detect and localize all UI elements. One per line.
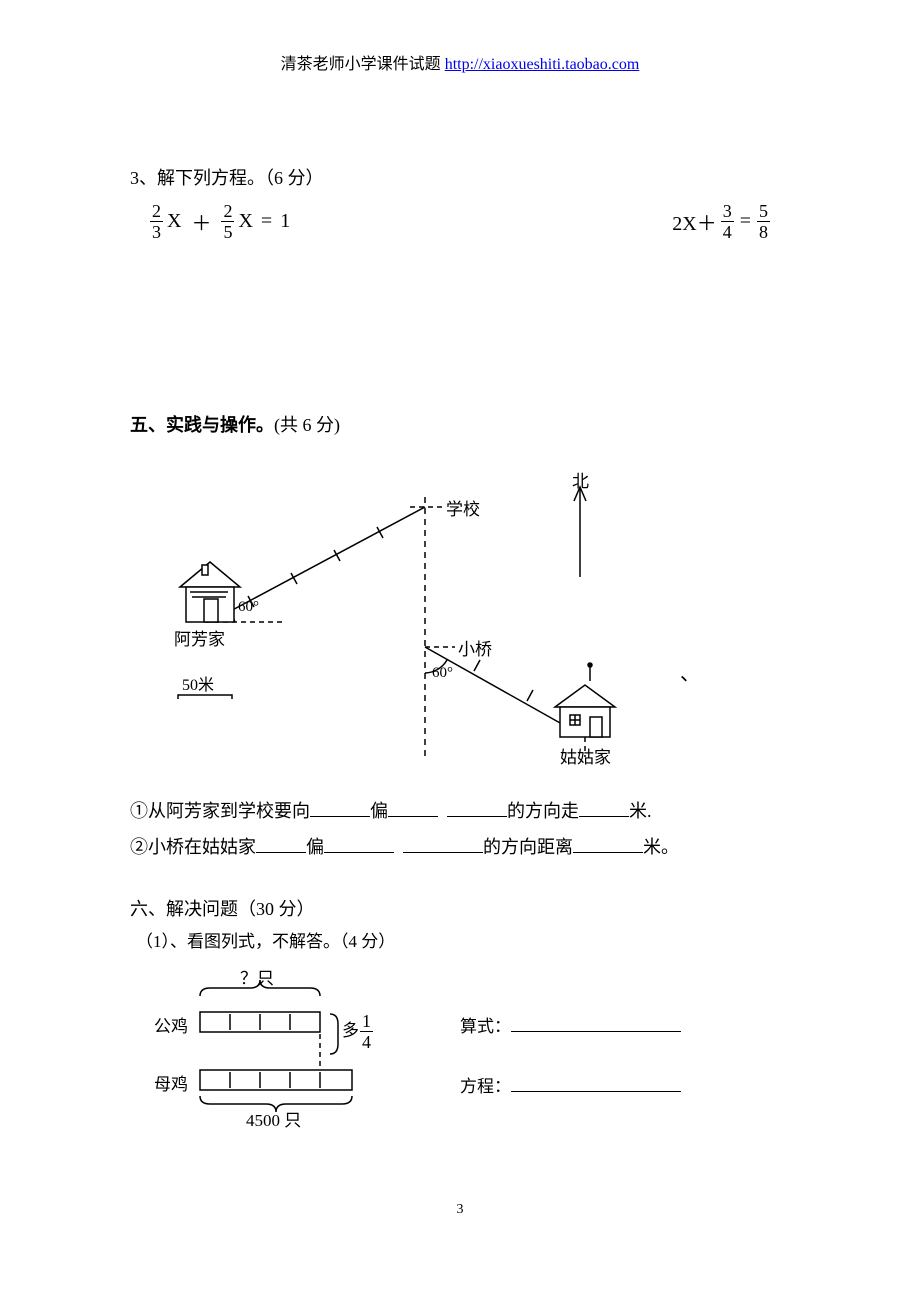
label-expr: 算式： xyxy=(460,1017,511,1036)
label-more: 多 xyxy=(342,1016,359,1041)
diagram-svg xyxy=(150,467,710,787)
label-scale: 50米 xyxy=(182,671,214,695)
blank-eqn[interactable] xyxy=(511,1073,681,1092)
row-expr: 算式： xyxy=(460,1012,681,1037)
label-eqn: 方程： xyxy=(460,1077,511,1096)
section5-title-rest: (共 6 分) xyxy=(274,415,340,435)
fl2-p5: 米。 xyxy=(643,837,679,857)
fl1-p5: 米. xyxy=(629,801,652,821)
fl1-b2[interactable] xyxy=(388,797,438,817)
equation-2: 2X＋ 3 4 = 5 8 xyxy=(672,202,770,241)
plus-sign: ＋ xyxy=(191,207,211,236)
label-angle2: 60° xyxy=(432,665,453,682)
equals-1: = xyxy=(261,210,272,233)
fraction-5-8: 5 8 xyxy=(757,202,770,241)
equals-2: = xyxy=(740,210,751,233)
fl2-b4[interactable] xyxy=(573,833,643,853)
label-school: 学校 xyxy=(446,495,480,520)
label-hen-count: 4500 只 xyxy=(246,1106,301,1131)
fl1-b3[interactable] xyxy=(447,797,507,817)
fl2-b1[interactable] xyxy=(256,833,306,853)
label-bridge: 小桥 xyxy=(458,635,492,660)
equations-row: 2 3 X ＋ 2 5 X = 1 2X＋ 3 4 = 5 8 xyxy=(130,202,790,241)
label-angle1: 60° xyxy=(238,599,259,616)
header-link[interactable]: http://xiaoxueshiti.taobao.com xyxy=(445,56,640,73)
fl1-b4[interactable] xyxy=(579,797,629,817)
var-x-1: X xyxy=(167,210,181,233)
label-comma: 、 xyxy=(680,657,700,686)
fl1-b1[interactable] xyxy=(310,797,370,817)
house-gugu-icon xyxy=(555,663,615,737)
fraction-3-4: 3 4 xyxy=(721,202,734,241)
fl2-p2: 偏 xyxy=(306,837,324,857)
blank-expr[interactable] xyxy=(511,1013,681,1032)
label-qmark: ？只 xyxy=(240,964,274,989)
section6-title: 六、解决问题（30 分） xyxy=(130,895,790,921)
fl1-p4: 的方向走 xyxy=(507,801,579,821)
fraction-2-3: 2 3 xyxy=(150,202,163,241)
label-rooster: 公鸡 xyxy=(154,1012,188,1037)
q3-title: 3、解下列方程。（6 分） xyxy=(130,164,790,190)
fl2-b3[interactable] xyxy=(403,833,483,853)
label-north: 北 xyxy=(572,467,589,492)
fl1-p1: ①从阿芳家到学校要向 xyxy=(130,801,310,821)
label-frac: 1 4 xyxy=(360,1012,373,1051)
page-header: 清茶老师小学课件试题 http://xiaoxueshiti.taobao.co… xyxy=(130,50,790,74)
fill-line-1: ①从阿芳家到学校要向 偏 的方向走 米. xyxy=(130,793,790,829)
equation-1: 2 3 X ＋ 2 5 X = 1 xyxy=(150,202,290,241)
fl2-p4: 的方向距离 xyxy=(483,837,573,857)
house-afang-icon xyxy=(180,562,240,622)
fl2-p1: ②小桥在姑姑家 xyxy=(130,837,256,857)
page-number: 3 xyxy=(130,1202,790,1218)
header-prefix: 清茶老师小学课件试题 xyxy=(281,56,445,73)
section5-title: 五、实践与操作。(共 6 分) xyxy=(130,411,790,437)
rhs-1: 1 xyxy=(280,210,290,233)
section6-sub: （1）、看图列式，不解答。（4 分） xyxy=(136,927,790,952)
direction-diagram: 北 学校 60° 阿芳家 小桥 60° 姑姑家 50米 、 xyxy=(150,467,710,787)
row-eqn: 方程： xyxy=(460,1072,681,1097)
fill-line-2: ②小桥在姑姑家 偏 的方向距离 米。 xyxy=(130,829,790,865)
fl1-p2: 偏 xyxy=(370,801,388,821)
fraction-2-5: 2 5 xyxy=(221,202,234,241)
lhs-2: 2X＋ xyxy=(672,207,716,236)
bar-svg xyxy=(130,972,790,1132)
label-afang: 阿芳家 xyxy=(174,625,225,650)
label-hen: 母鸡 xyxy=(154,1070,188,1095)
bar-diagram: ？只 公鸡 母鸡 4500 只 多 1 4 算式： 方程： xyxy=(130,972,790,1132)
label-gugu: 姑姑家 xyxy=(560,743,611,768)
section5-title-bold: 五、实践与操作。 xyxy=(130,415,274,435)
fl2-b2[interactable] xyxy=(324,833,394,853)
var-x-2: X xyxy=(238,210,252,233)
